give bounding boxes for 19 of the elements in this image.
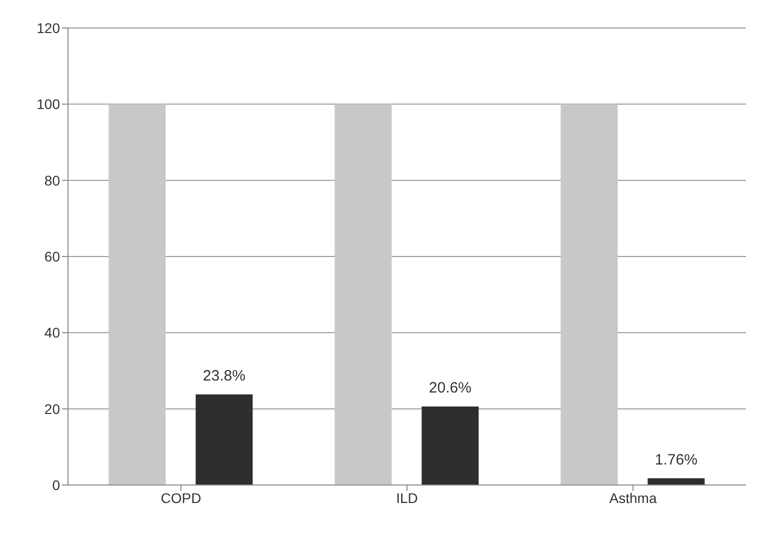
data-label: 1.76% <box>654 451 698 468</box>
data-label: 23.8% <box>202 367 246 384</box>
bar <box>560 104 618 485</box>
bar <box>196 394 253 485</box>
bar <box>422 406 479 485</box>
y-tick-label: 80 <box>44 172 60 188</box>
data-label: 20.6% <box>428 380 472 397</box>
x-tick-label: Asthma <box>609 490 657 506</box>
y-tick-label: 40 <box>44 324 60 341</box>
x-tick-label: ILD <box>396 490 418 506</box>
x-tick-label: COPD <box>160 490 202 506</box>
bar <box>108 104 166 485</box>
bar <box>334 104 392 485</box>
y-tick-label: 120 <box>36 20 60 36</box>
y-tick-label: 60 <box>44 248 60 264</box>
y-tick-label: 0 <box>52 476 60 493</box>
y-tick-label: 100 <box>36 96 60 112</box>
y-tick-label: 20 <box>44 400 60 417</box>
bar <box>648 478 705 485</box>
